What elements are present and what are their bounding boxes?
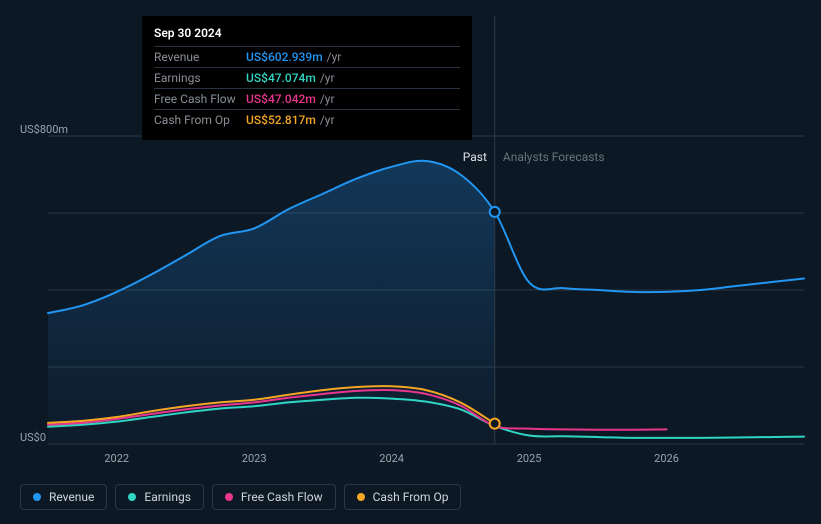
tooltip-row-label: Free Cash Flow — [154, 90, 246, 108]
tooltip-row-value: US$47.042m — [246, 90, 316, 108]
legend-item[interactable]: Revenue — [20, 484, 107, 510]
x-axis-tick: 2026 — [654, 452, 679, 465]
tooltip-row-unit: /yr — [320, 111, 335, 129]
chart-legend: Revenue Earnings Free Cash Flow Cash From O… — [20, 484, 461, 510]
period-labels: Past Analysts Forecasts — [463, 150, 605, 164]
legend-item[interactable]: Free Cash Flow — [212, 484, 336, 510]
legend-dot-icon — [33, 493, 41, 501]
legend-dot-icon — [357, 493, 365, 501]
tooltip-row-unit: /yr — [320, 69, 335, 87]
x-axis-tick: 2025 — [517, 452, 542, 465]
y-axis-label: US$800m — [20, 123, 68, 136]
period-forecast-label: Analysts Forecasts — [503, 150, 605, 164]
x-axis-tick: 2023 — [242, 452, 267, 465]
legend-item-label: Free Cash Flow — [241, 490, 323, 504]
tooltip-row: EarningsUS$47.074m/yr — [154, 67, 460, 88]
tooltip-rows: RevenueUS$602.939m/yrEarningsUS$47.074m/… — [154, 46, 460, 130]
legend-item[interactable]: Cash From Op — [344, 484, 462, 510]
legend-dot-icon — [128, 493, 136, 501]
legend-item-label: Cash From Op — [373, 490, 449, 504]
tooltip-row: Free Cash FlowUS$47.042m/yr — [154, 88, 460, 109]
tooltip-row-unit: /yr — [327, 48, 342, 66]
legend-dot-icon — [225, 493, 233, 501]
y-axis-label: US$0 — [20, 431, 46, 444]
x-axis-tick: 2024 — [379, 452, 404, 465]
tooltip-row-unit: /yr — [320, 90, 335, 108]
tooltip-date: Sep 30 2024 — [154, 24, 460, 42]
tooltip-row-label: Earnings — [154, 69, 246, 87]
tooltip-row: RevenueUS$602.939m/yr — [154, 46, 460, 67]
tooltip-row-label: Revenue — [154, 48, 246, 66]
legend-item-label: Revenue — [49, 490, 94, 504]
legend-item-label: Earnings — [144, 490, 191, 504]
legend-item[interactable]: Earnings — [115, 484, 204, 510]
tooltip-row-value: US$47.074m — [246, 69, 316, 87]
tooltip-row-value: US$52.817m — [246, 111, 316, 129]
period-past-label: Past — [463, 150, 487, 164]
chart-tooltip: Sep 30 2024 RevenueUS$602.939m/yrEarning… — [142, 16, 472, 140]
x-axis-tick: 2022 — [104, 452, 129, 465]
tooltip-row-value: US$602.939m — [246, 48, 323, 66]
tooltip-row: Cash From OpUS$52.817m/yr — [154, 109, 460, 130]
tooltip-row-label: Cash From Op — [154, 111, 246, 129]
